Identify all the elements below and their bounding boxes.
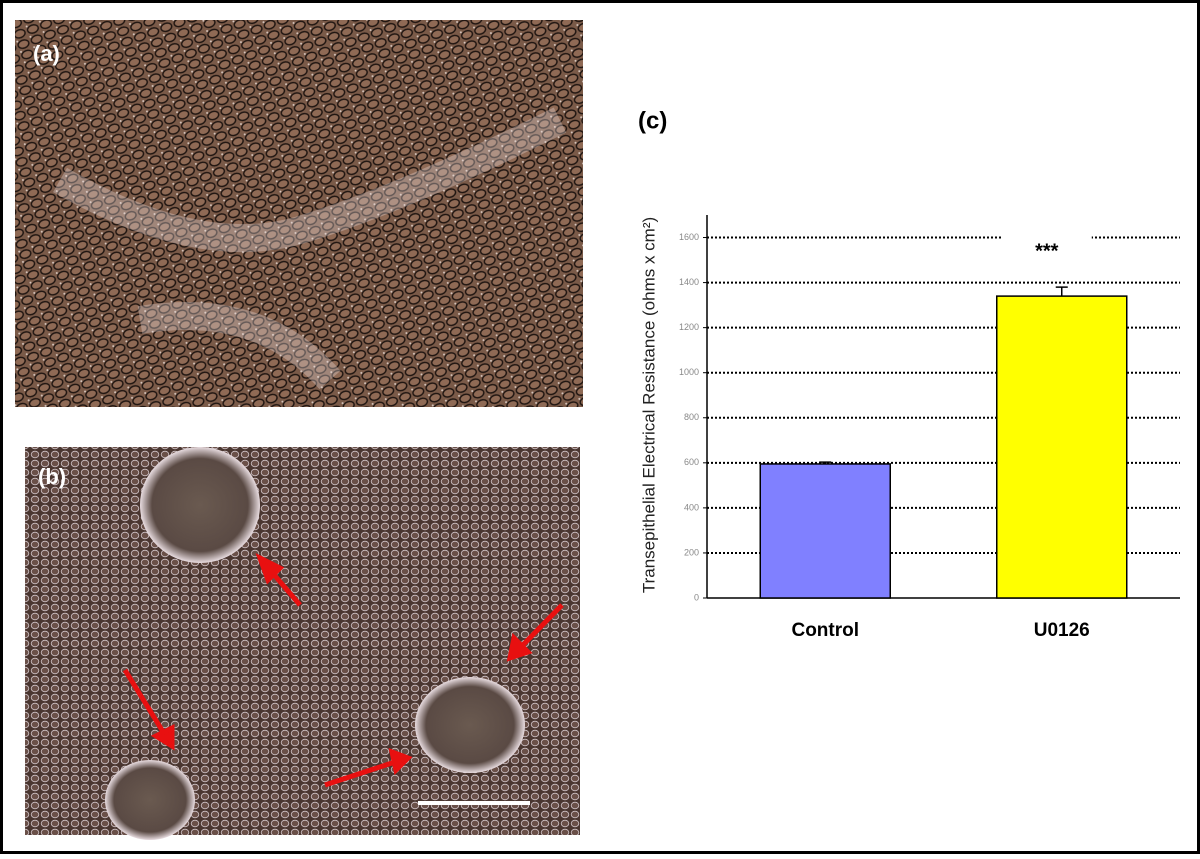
y-tick-label: 200	[684, 547, 699, 557]
y-tick-label: 1400	[679, 277, 699, 287]
error-bar	[819, 461, 832, 464]
x-tick-label: Control	[791, 620, 859, 641]
panel-label: (a)	[33, 41, 60, 66]
arrows	[122, 552, 564, 788]
error-bar	[1055, 286, 1068, 297]
y-tick-label: 1600	[679, 232, 699, 242]
micrograph-a	[15, 20, 583, 407]
bar	[759, 463, 891, 599]
chart: 0 200 400 600 800 1000 1200 1400 1600 Control U012…	[679, 215, 1180, 641]
panel-label: (b)	[38, 464, 66, 489]
annotation-background	[1001, 228, 1092, 246]
x-tick-label: U0126	[1034, 620, 1090, 641]
annotation: ***	[1035, 240, 1059, 262]
y-tick-label: 1000	[679, 367, 699, 377]
bar	[996, 295, 1128, 599]
y-tick-label: 600	[684, 457, 699, 467]
y-tick-label: 400	[684, 502, 699, 512]
micrograph-b	[25, 447, 580, 840]
y-tick-label: 0	[694, 592, 699, 602]
y-axis-label: Transepithelial Electrical Resistance (o…	[639, 217, 658, 593]
y-tick-label: 1200	[679, 322, 699, 332]
y-tick-label: 800	[684, 412, 699, 422]
panel-label: (c)	[638, 107, 667, 134]
